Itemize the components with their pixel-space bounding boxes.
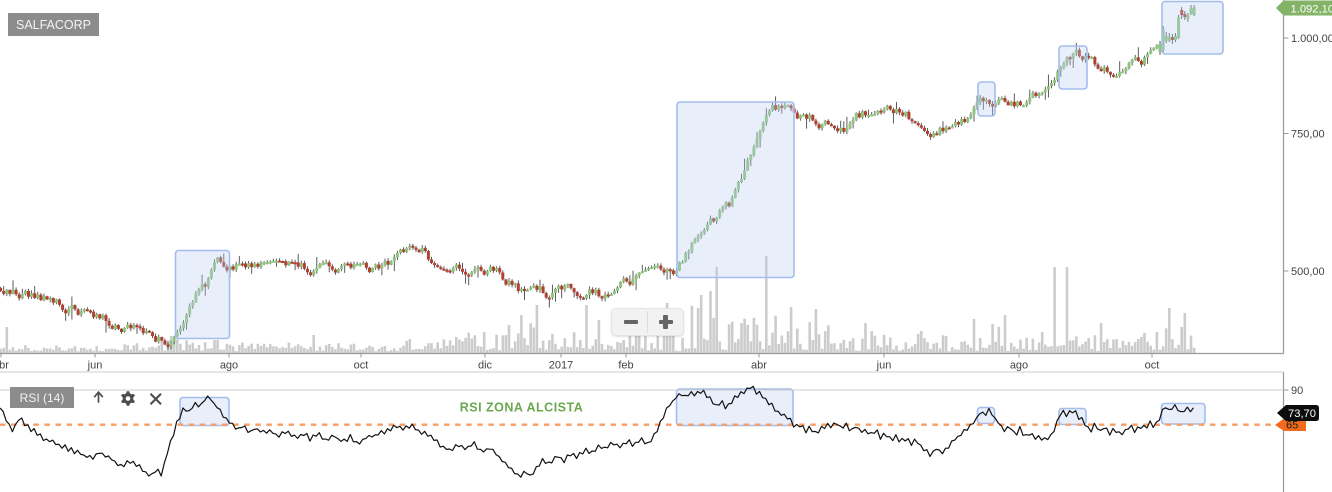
svg-text:abr: abr [0,360,9,372]
svg-text:ago: ago [220,360,238,372]
svg-text:750,00: 750,00 [1291,129,1325,141]
svg-text:oct: oct [1145,360,1160,372]
svg-text:oct: oct [354,360,369,372]
svg-text:500,00: 500,00 [1291,266,1325,278]
svg-text:73,70: 73,70 [1288,408,1316,420]
svg-text:jun: jun [87,360,103,372]
svg-text:ago: ago [1010,360,1028,372]
svg-text:1.000,00: 1.000,00 [1291,33,1332,45]
svg-text:feb: feb [618,360,633,372]
svg-text:2017: 2017 [549,360,573,372]
svg-text:65: 65 [1286,420,1298,432]
svg-text:abr: abr [751,360,767,372]
svg-text:1.092,10: 1.092,10 [1291,3,1332,15]
svg-text:RSI ZONA ALCISTA: RSI ZONA ALCISTA [460,401,584,415]
svg-text:dic: dic [478,360,493,372]
svg-text:90: 90 [1291,385,1303,397]
svg-text:jun: jun [876,360,892,372]
